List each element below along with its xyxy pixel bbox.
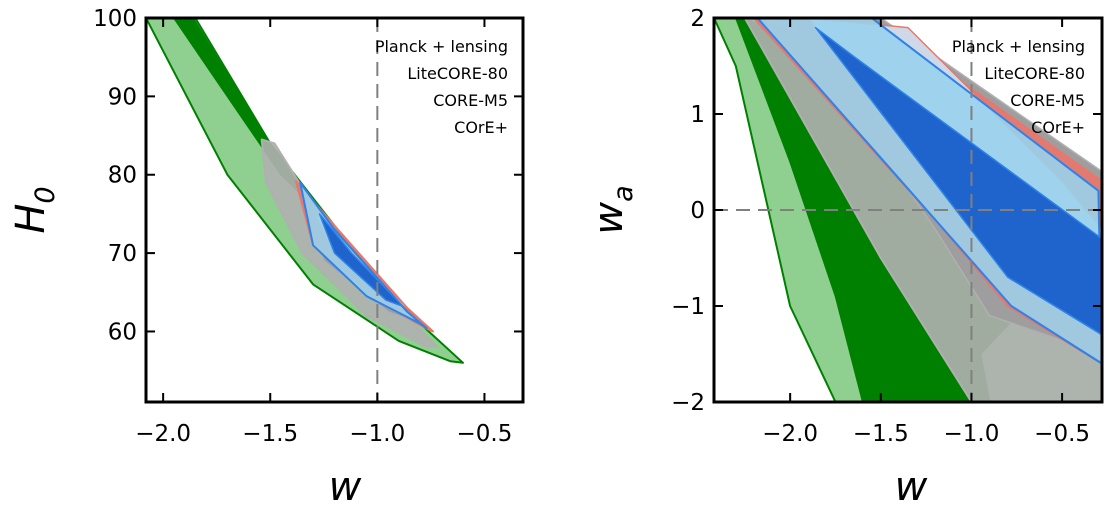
y-axis-label-wa-main: w	[586, 202, 632, 235]
x-tick-label: −1.0	[349, 421, 405, 447]
x-tick-label: −1.5	[242, 421, 298, 447]
x-tick-label: −2.0	[135, 421, 191, 447]
y-axis-label-h0: H0	[8, 186, 61, 233]
legend-entry-litecore: LiteCORE-80	[984, 64, 1085, 83]
legend-h0: Planck + lensing LiteCORE-80 CORE-M5 COr…	[375, 37, 508, 137]
y-tick-label: 1	[690, 102, 705, 128]
contour-inner-core	[318, 213, 404, 308]
legend-wa: Planck + lensing LiteCORE-80 CORE-M5 COr…	[952, 37, 1085, 137]
x-tick-label: −1.0	[944, 421, 1000, 447]
contour-outer-core	[299, 181, 428, 330]
legend-entry-core-plus: COrE+	[1031, 118, 1085, 137]
ticks-wa: −2.0 −1.5 −1.0 −0.5 −2 −1 0 1 2	[671, 6, 1102, 447]
contour-outer-litecore-80	[260, 138, 439, 349]
axes-frame-wa	[712, 16, 1104, 404]
legend-entry-planck: Planck + lensing	[952, 37, 1085, 56]
x-tick-label: −1.5	[853, 421, 909, 447]
y-axis-label-h0-main: H	[8, 204, 54, 234]
y-tick-label: 2	[690, 6, 705, 32]
panel-wa-vs-w: −2.0 −1.5 −1.0 −0.5 −2 −1 0 1 2 Planck + lensing…	[586, 6, 1104, 510]
x-axis-label-h0: w	[329, 464, 362, 510]
y-tick-label: −1	[671, 294, 705, 320]
x-tick-label: −0.5	[1034, 421, 1090, 447]
y-tick-label: 0	[690, 198, 705, 224]
axes-frame-h0	[144, 16, 525, 404]
y-tick-label: 70	[108, 241, 137, 267]
y-axis-label-wa-subscript: a	[608, 185, 639, 202]
x-axis-label-wa: w	[895, 464, 928, 510]
legend-entry-core-m5: CORE-M5	[433, 91, 508, 110]
ticks-h0: −2.0 −1.5 −1.0 −0.5 60 70 80 90 100	[93, 6, 523, 447]
legend-entry-core-m5: CORE-M5	[1010, 91, 1085, 110]
y-tick-label: −2	[671, 390, 705, 416]
y-tick-label: 60	[108, 319, 137, 345]
panel-h0-vs-w: −2.0 −1.5 −1.0 −0.5 60 70 80 90 100 Planck + len…	[8, 6, 525, 510]
x-tick-label: −2.0	[762, 421, 818, 447]
y-tick-label: 80	[108, 163, 137, 189]
legend-entry-litecore: LiteCORE-80	[407, 64, 508, 83]
legend-entry-core-plus: COrE+	[454, 118, 508, 137]
y-tick-label: 100	[93, 6, 137, 32]
x-tick-label: −0.5	[457, 421, 513, 447]
contours-h0-vs-w	[146, 18, 464, 364]
legend-entry-planck: Planck + lensing	[375, 37, 508, 56]
contours-wa-vs-w	[714, 18, 1102, 402]
y-tick-label: 90	[108, 84, 137, 110]
reference-lines-wa	[714, 18, 1102, 402]
y-axis-label-wa: wa	[586, 185, 639, 234]
y-axis-label-h0-subscript: 0	[30, 186, 61, 203]
contour-inner-core	[814, 26, 1102, 336]
